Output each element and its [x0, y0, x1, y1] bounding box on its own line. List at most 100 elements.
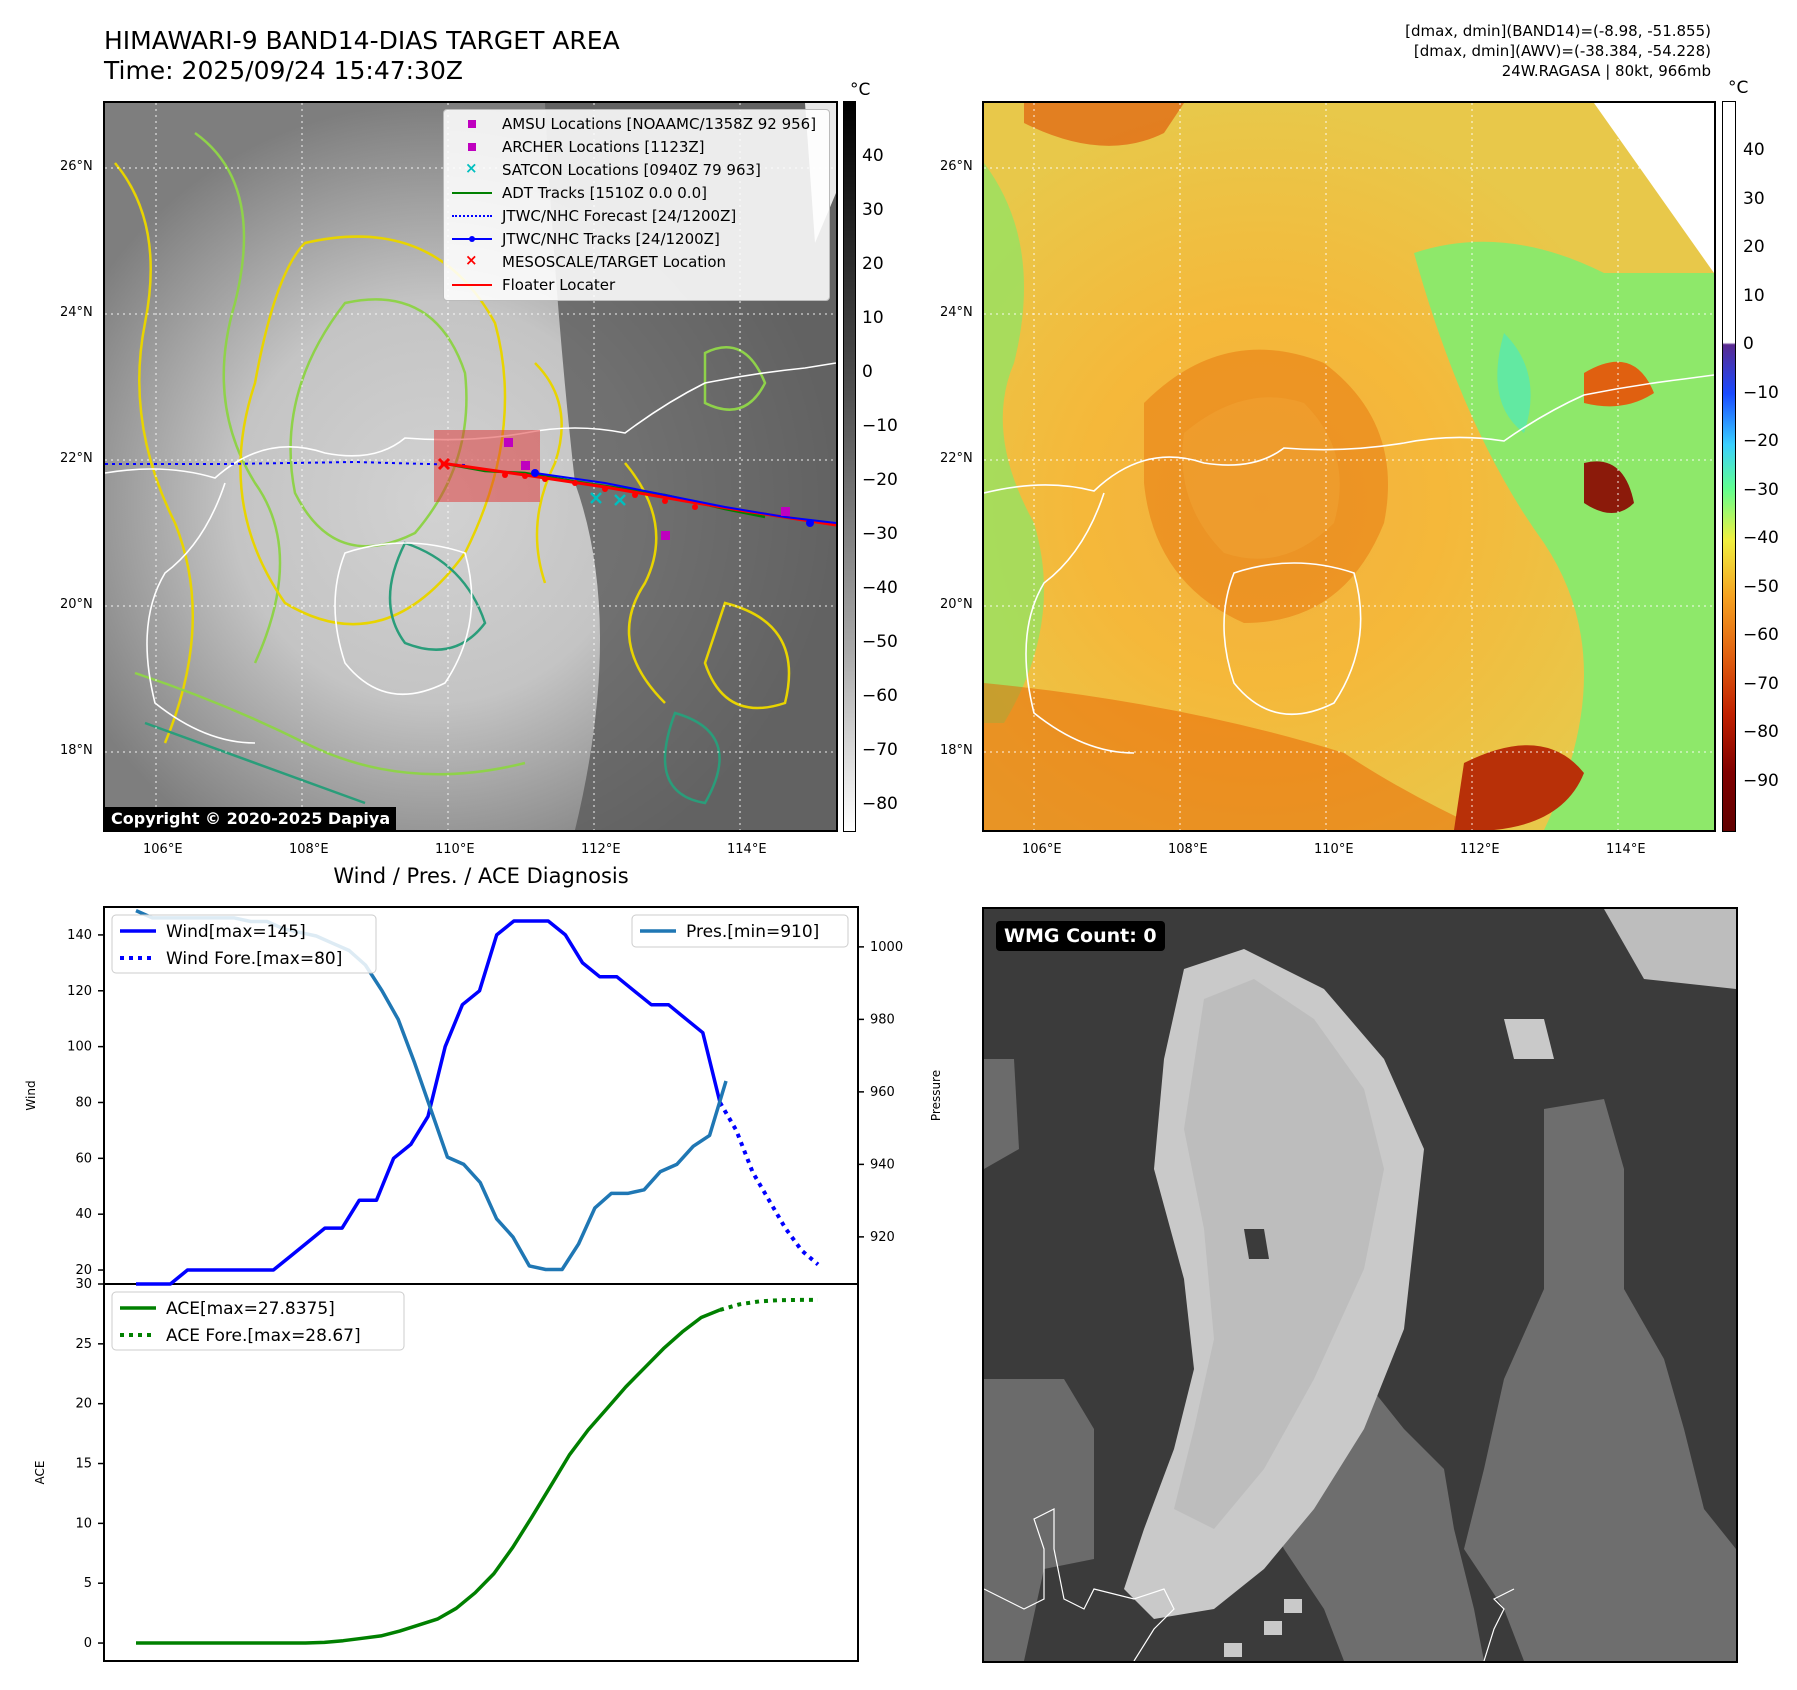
pressure-tick-label: 940: [870, 1157, 895, 1172]
ace-forecast-legend-label: ACE Fore.[max=28.67]: [166, 1326, 361, 1346]
colorbar-tick: −50: [862, 632, 898, 652]
wind-tick-label: 100: [67, 1040, 92, 1055]
wind-legend-label: Wind[max=145]: [166, 922, 306, 942]
legend-item: ARCHER Locations [1123Z]: [452, 138, 705, 156]
pressure-tick-label: 980: [870, 1012, 895, 1027]
line-marker-icon: [452, 277, 492, 293]
pressure-legend-label: Pres.[min=910]: [686, 922, 819, 942]
lon-label: 110°E: [1314, 842, 1354, 857]
legend-label: ARCHER Locations [1123Z]: [502, 138, 705, 156]
colorbar-tick: −50: [1743, 576, 1779, 597]
ace-series-line: [136, 1308, 721, 1645]
wind-tick-label: 80: [75, 1095, 92, 1110]
ace-tick-label: 20: [75, 1397, 92, 1412]
legend-item: AMSU Locations [NOAAMC/1358Z 92 956]: [452, 115, 816, 133]
pressure-tick-label: 1000: [870, 940, 903, 955]
lat-label: 18°N: [940, 743, 973, 758]
legend-item: × SATCON Locations [0940Z 79 963]: [452, 159, 761, 179]
ace-tick-label: 0: [84, 1636, 92, 1651]
lon-label: 108°E: [289, 842, 329, 857]
colorbar-tick: 20: [1743, 237, 1765, 257]
wind-axis-label: Wind: [24, 1080, 38, 1110]
x-marker-icon: ×: [465, 251, 478, 269]
lat-label: 18°N: [60, 743, 93, 758]
wind-tick-label: 40: [75, 1207, 92, 1222]
colorbar-tick: −60: [1743, 625, 1779, 645]
x-marker-icon: ×: [465, 159, 478, 177]
lon-label: 114°E: [727, 842, 767, 857]
colorbar-unit: °C: [1728, 78, 1749, 98]
colorbar-tick: −30: [862, 524, 898, 544]
colorbar-tick: 10: [862, 308, 884, 328]
legend-item: JTWC/NHC Tracks [24/1200Z]: [452, 230, 720, 248]
lat-label: 20°N: [940, 597, 973, 612]
colorbar-unit: °C: [850, 80, 871, 100]
awv-range: [dmax, dmin](AWV)=(-38.384, -54.228): [1413, 42, 1711, 60]
ace-forecast-line: [719, 1297, 818, 1312]
square-marker-icon: [452, 116, 492, 132]
line-marker-icon: [452, 185, 492, 201]
legend-label: SATCON Locations [0940Z 79 963]: [502, 161, 761, 179]
wind-legend-box: [111, 914, 377, 974]
ace-axis-label: ACE: [33, 1461, 47, 1485]
legend-label: MESOSCALE/TARGET Location: [502, 253, 727, 271]
lat-label: 22°N: [940, 451, 973, 466]
lat-label: 22°N: [60, 451, 93, 466]
wind-tick-label: 60: [75, 1151, 92, 1166]
ace-legend-label: ACE[max=27.8375]: [166, 1299, 335, 1319]
colorbar-tick: −40: [862, 578, 898, 598]
lon-label: 106°E: [143, 842, 183, 857]
ir-satellite-map: AMSU Locations [NOAAMC/1358Z 92 956] ARC…: [103, 101, 838, 832]
wind-forecast-legend-label: Wind Fore.[max=80]: [166, 949, 342, 969]
colorbar-tick: 30: [862, 200, 884, 220]
colorbar-tick: −20: [1743, 431, 1779, 451]
diagnosis-chart: 1401201008060402010009809609409203025201…: [24, 906, 943, 1662]
lat-label: 20°N: [60, 597, 93, 612]
map-legend: AMSU Locations [NOAAMC/1358Z 92 956] ARC…: [443, 109, 830, 301]
lat-label: 26°N: [940, 159, 973, 174]
diagnosis-title: Wind / Pres. / ACE Diagnosis: [333, 864, 629, 888]
legend-item: JTWC/NHC Forecast [24/1200Z]: [452, 207, 736, 225]
lat-label: 24°N: [60, 305, 93, 320]
colorbar-tick: −10: [862, 416, 898, 436]
wind-tick-label: 20: [75, 1263, 92, 1278]
dotted-line-icon: [452, 208, 492, 224]
legend-label: ADT Tracks [1510Z 0.0 0.0]: [502, 184, 707, 202]
lon-label: 108°E: [1168, 842, 1208, 857]
lat-label: 24°N: [940, 305, 973, 320]
colorbar-tick: 10: [1743, 285, 1765, 306]
ace-tick-label: 15: [75, 1457, 92, 1472]
copyright-label: Copyright © 2020-2025 Dapiya: [105, 807, 397, 830]
pressure-tick-label: 960: [870, 1085, 895, 1100]
colorbar-tick: 40: [1743, 140, 1765, 160]
pressure-axis-label: Pressure: [929, 1070, 943, 1121]
storm-info: 24W.RAGASA | 80kt, 966mb: [1501, 62, 1711, 80]
colorbar-tick: −80: [862, 794, 898, 814]
ace-tick-label: 25: [75, 1337, 92, 1352]
wind-tick-label: 120: [67, 984, 92, 999]
ace-legend-box: [111, 1291, 405, 1351]
wmg-panel: WMG Count: 0: [982, 907, 1738, 1663]
gray-colorbar: [843, 101, 856, 832]
pressure-tick-label: 920: [870, 1230, 895, 1245]
lon-label: 106°E: [1022, 842, 1062, 857]
ace-tick-label: 5: [84, 1576, 92, 1591]
time-label: Time: 2025/09/24 15:47:30Z: [104, 56, 463, 85]
wind-tick-label: 140: [67, 928, 92, 943]
legend-item: × MESOSCALE/TARGET Location: [452, 251, 727, 271]
colorbar-tick: 0: [862, 362, 873, 382]
colorbar-tick: 30: [1743, 188, 1765, 209]
colorbar-tick: −10: [1743, 382, 1779, 403]
pressure-legend-box: [631, 914, 849, 948]
main-title: HIMAWARI-9 BAND14-DIAS TARGET AREA: [104, 26, 620, 55]
wmg-image: [984, 909, 1736, 1661]
colorbar-tick: −70: [862, 740, 898, 760]
legend-item: ADT Tracks [1510Z 0.0 0.0]: [452, 184, 707, 202]
wind-series-line: [136, 919, 722, 1286]
legend-label: JTWC/NHC Tracks [24/1200Z]: [502, 230, 720, 248]
colorbar-tick: 20: [862, 254, 884, 274]
legend-label: AMSU Locations [NOAAMC/1358Z 92 956]: [502, 115, 817, 133]
colorbar-tick: −60: [862, 686, 898, 706]
colorbar-tick: −70: [1743, 673, 1779, 694]
awv-color-map: [982, 101, 1716, 832]
